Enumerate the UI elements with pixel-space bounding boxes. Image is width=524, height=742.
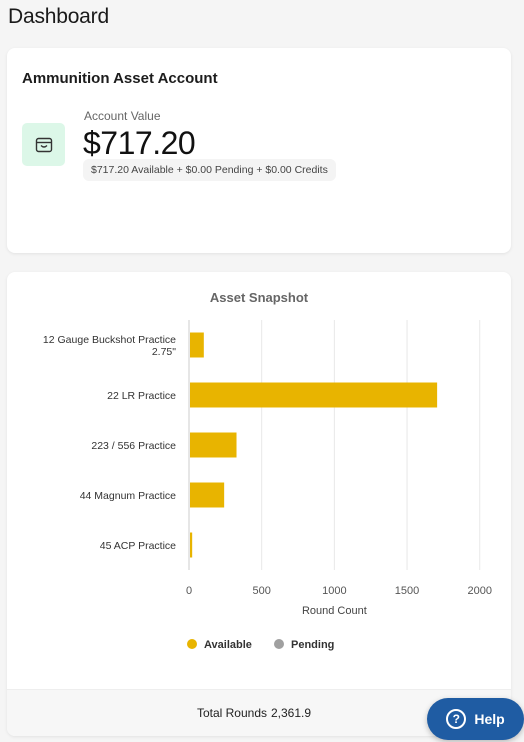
category-label: 44 Magnum Practice: [80, 490, 176, 502]
account-value: $717.20: [83, 125, 196, 161]
category-label: 223 / 556 Practice: [91, 440, 176, 452]
legend-label-pending: Pending: [291, 639, 334, 651]
account-card-title: Ammunition Asset Account: [22, 70, 218, 87]
chart-title: Asset Snapshot: [210, 290, 309, 305]
bar-4: [190, 532, 193, 558]
help-button-label: Help: [474, 711, 505, 727]
bar-0: [190, 332, 204, 358]
category-label: 12 Gauge Buckshot Practice: [43, 334, 176, 346]
question-circle-icon: ?: [446, 709, 467, 729]
bar-2: [190, 432, 237, 458]
x-tick-label: 2000: [467, 585, 491, 597]
wallet-icon: [22, 123, 65, 166]
x-tick-label: 0: [186, 585, 192, 597]
legend-marker-pending: [274, 639, 284, 649]
legend-label-available: Available: [204, 639, 252, 651]
asset-snapshot-chart: Asset Snapshot 0 500 1000 1500 2000 Round Coun…: [43, 290, 492, 651]
legend-marker-available: [187, 639, 197, 649]
bar-3: [190, 482, 225, 508]
account-value-label: Account Value: [84, 109, 161, 123]
account-card: Ammunition Asset Account Account Value $…: [7, 48, 511, 253]
bar-1: [190, 382, 438, 408]
x-axis-label: Round Count: [302, 605, 367, 617]
x-tick-label: 1000: [322, 585, 346, 597]
total-rounds-value: 2,361.9: [271, 706, 312, 720]
category-label: 22 LR Practice: [107, 390, 176, 402]
account-breakdown: $717.20 Available + $0.00 Pending + $0.0…: [83, 159, 336, 181]
category-label: 2.75": [152, 346, 176, 358]
page-title: Dashboard: [8, 5, 109, 28]
x-tick-label: 1500: [395, 585, 419, 597]
asset-snapshot-card: Asset Snapshot 0 500 1000 1500 2000 Round Coun…: [7, 272, 511, 736]
category-label: 45 ACP Practice: [100, 540, 176, 552]
help-button[interactable]: ? Help: [427, 698, 524, 740]
total-rounds-label: Total Rounds: [196, 706, 267, 720]
x-tick-label: 500: [253, 585, 271, 597]
